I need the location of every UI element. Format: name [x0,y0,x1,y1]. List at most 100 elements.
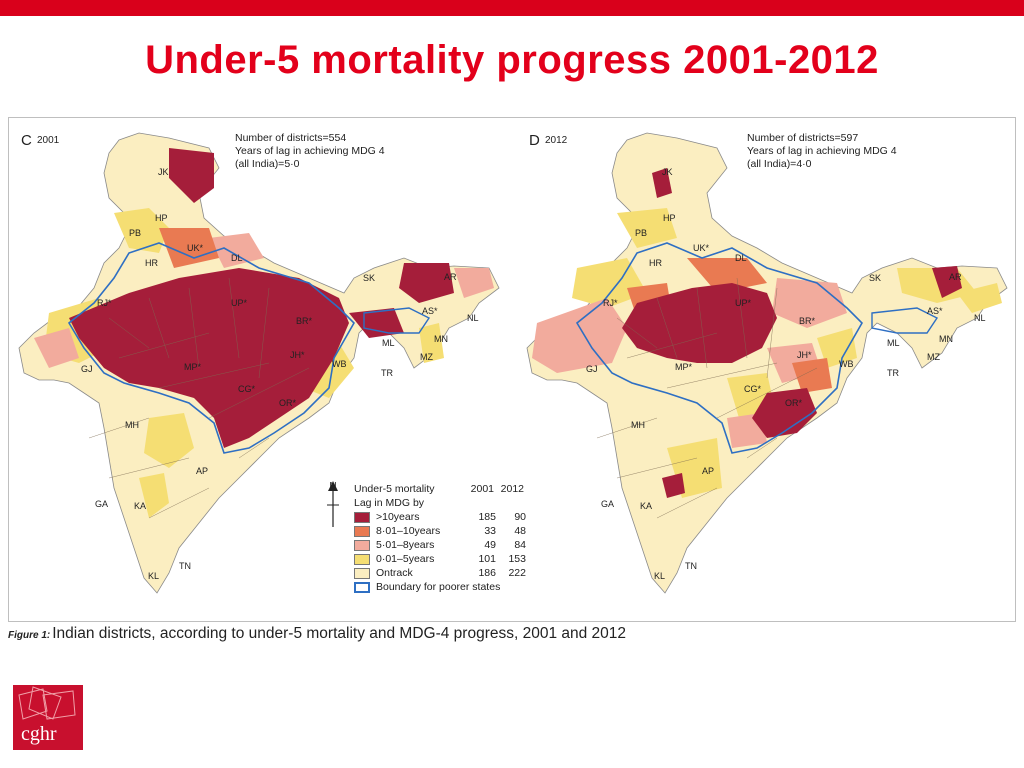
state-label-ap: AP [702,466,715,476]
region-lag-8-10 [159,228,219,268]
state-label-mn: MN [939,334,953,344]
state-label-hr: HR [649,258,662,268]
region-lag-0-5 [617,208,677,248]
region-lag-0-5 [957,283,1002,313]
figure-frame: C 2001 Number of districts=554 Years of … [8,117,1016,622]
state-label-pb: PB [129,228,142,238]
district-lines [88,277,310,519]
legend-row-label: Ontrack [376,567,413,579]
state-label-up: UP* [735,298,752,308]
state-label-br: BR* [296,316,313,326]
legend-year-2012: 2012 [500,483,524,495]
north-arrow: N [325,481,341,541]
state-label-wb: WB [332,359,347,369]
state-label-ap: AP [196,466,209,476]
state-label-up: UP* [231,298,248,308]
state-label-mz: MZ [927,352,940,362]
poorer-states-boundary [67,242,355,454]
state-label-kl: KL [148,571,160,581]
state-label-as: AS* [927,306,943,316]
region-lag-5-8 [34,328,79,368]
state-label-gj: GJ [586,364,598,374]
state-label-mn: MN [434,334,448,344]
state-label-jh: JH* [290,350,305,360]
state-label-jk: JK [158,167,169,177]
state-label-ga: GA [95,499,109,509]
region-lag-5-8 [772,278,847,328]
legend-title: Under-5 mortality [354,483,435,495]
legend-swatch-gt10 [354,511,370,523]
legend-row: >10years 185 90 [354,510,529,524]
legend-row: 0·01–5years 101 153 [354,552,529,566]
legend-row-2012: 90 [514,511,526,523]
map-note: Number of districts=554 Years of lag in … [235,132,385,171]
region-lag-gt10 [662,473,685,498]
legend-row-2012: 84 [514,539,526,551]
state-label-pb: PB [635,228,648,238]
region-lag-0-5 [144,413,194,468]
state-label-cg: CG* [744,384,762,394]
panel-letter: C [21,132,32,149]
state-label-ka: KA [640,501,653,511]
region-lag-0-5 [114,208,169,253]
lag-value: (all India)=4·0 [747,158,812,170]
region-lag-gt10 [932,266,962,298]
region-lag-gt10 [622,283,777,363]
lag-note: Years of lag in achieving MDG 4 [235,145,385,157]
state-label-dl: DL [231,253,243,263]
region-lag-5-8 [454,268,494,298]
india-map-2012 [526,132,1008,594]
legend-row-2001: 101 [478,553,496,565]
region-lag-8-10 [792,358,832,393]
state-label-jk: JK [662,167,673,177]
state-label-mp: MP* [184,362,202,372]
legend-subtitle: Lag in MDG by [354,497,425,509]
figure-caption: Figure 1: Indian districts, according to … [8,625,626,643]
state-label-as: AS* [422,306,438,316]
state-label-dl: DL [735,253,747,263]
logo-mark-icon [18,686,76,720]
state-label-ga: GA [601,499,615,509]
state-label-or: OR* [279,398,297,408]
state-label-mh: MH [631,420,645,430]
state-label-ar: AR [444,272,457,282]
figure-caption-text: Indian districts, according to under-5 m… [52,625,627,642]
legend-row-2001: 186 [478,567,496,579]
district-count: Number of districts=597 [747,132,859,144]
legend-row-2001: 49 [484,539,496,551]
state-label-uk: UK* [693,243,710,253]
legend-swatch-0-5 [354,553,370,565]
logo-text: cghr [21,723,57,745]
state-label-br: BR* [799,316,816,326]
region-lag-gt10 [399,263,454,303]
legend-year-2001: 2001 [470,483,494,495]
state-label-jh: JH* [797,350,812,360]
state-label-kl: KL [654,571,666,581]
panel-letter: D [529,132,540,149]
legend-row-label: 0·01–5years [376,553,435,565]
poorer-states-boundary [363,307,431,334]
lag-value: (all India)=5·0 [235,158,300,170]
region-lag-gt10 [69,268,349,448]
north-arrow-icon [327,481,339,527]
state-label-nl: NL [467,313,479,323]
state-label-tr: TR [381,368,393,378]
region-lag-gt10 [169,148,214,203]
state-label-mz: MZ [420,352,433,362]
poorer-states-boundary [871,307,939,334]
top-accent-bar [0,0,1024,16]
state-label-ka: KA [134,501,147,511]
legend-row-2012: 222 [508,567,526,579]
state-label-hp: HP [663,213,676,223]
region-lag-0-5 [572,258,647,308]
state-label-mh: MH [125,420,139,430]
state-label-or: OR* [785,398,803,408]
panel-year: 2012 [545,135,568,146]
state-label-ml: ML [382,338,395,348]
state-label-mp: MP* [675,362,693,372]
legend-row-2001: 185 [478,511,496,523]
state-label-gj: GJ [81,364,93,374]
state-label-ml: ML [887,338,900,348]
map-panel-2001: C 2001 Number of districts=554 Years of … [9,118,526,618]
map-note: Number of districts=597 Years of lag in … [747,132,897,171]
